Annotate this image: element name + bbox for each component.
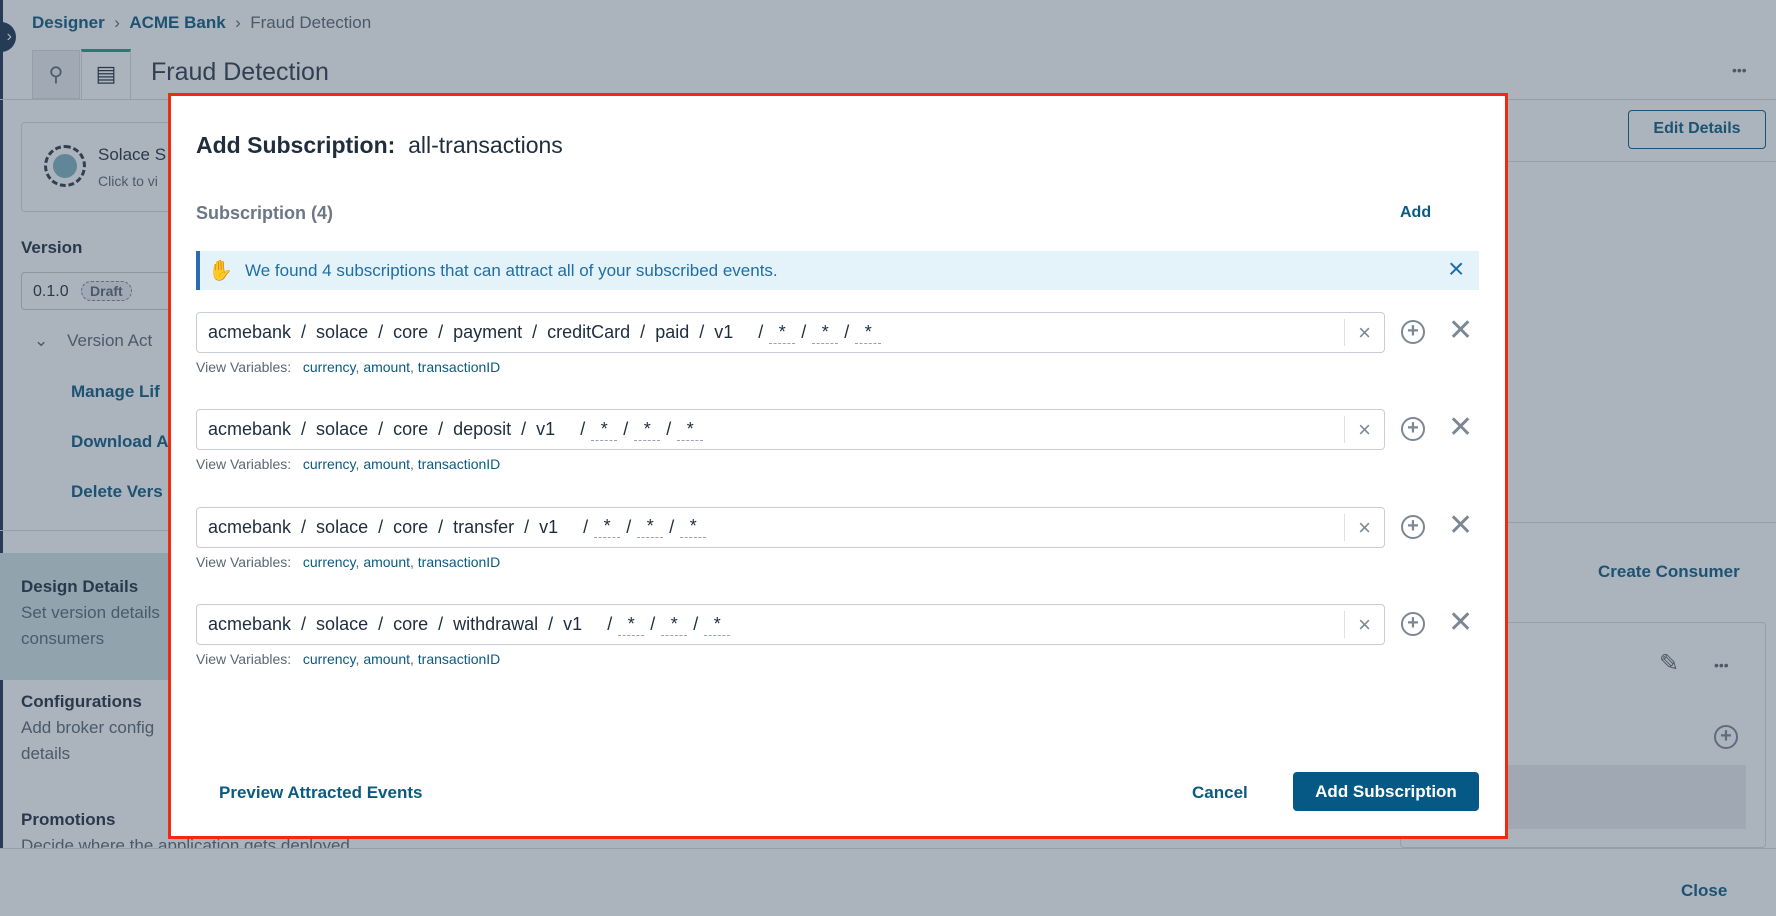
page-title: Fraud Detection [151, 58, 329, 86]
variable-link[interactable]: amount [363, 359, 411, 375]
solace-title: Solace S [98, 145, 167, 164]
add-subscription-dialog: Add Subscription: all-transactions Subsc… [168, 93, 1508, 839]
download-link[interactable]: Download A [71, 432, 169, 451]
footer-bar [0, 848, 1776, 916]
preview-attracted-events-link[interactable]: Preview Attracted Events [219, 783, 423, 802]
dismiss-banner-icon[interactable]: × [1448, 253, 1465, 284]
topic-variable-field[interactable]: * [769, 322, 796, 344]
tab-graph[interactable]: ⚲ [32, 50, 80, 99]
solace-subtitle: Click to vi [98, 173, 158, 189]
variable-link[interactable]: currency [302, 651, 356, 668]
remove-subscription-icon[interactable]: ✕ [1448, 508, 1474, 542]
clear-input-icon[interactable]: × [1344, 319, 1384, 346]
clear-input-icon[interactable]: × [1344, 611, 1384, 639]
add-circle-icon[interactable]: + [1401, 612, 1425, 637]
topic-variable-field[interactable]: * [677, 419, 704, 441]
add-link[interactable]: Add [1400, 204, 1432, 221]
expand-sidebar-button[interactable]: › [0, 22, 16, 52]
variable-link[interactable]: transactionID [417, 359, 501, 375]
section-promotions[interactable]: Promotions Decide where the application … [21, 810, 350, 848]
table-icon: ▤ [95, 61, 117, 86]
create-consumer-link[interactable]: Create Consumer [1598, 562, 1740, 581]
variable-link[interactable]: amount [363, 651, 411, 668]
view-variables: View Variables: currency, amount, transa… [196, 651, 501, 668]
solace-icon [44, 145, 86, 187]
subscription-topic-input[interactable]: acmebank / solace / core / transfer / v1… [196, 506, 1385, 548]
add-circle-icon[interactable]: + [1714, 725, 1738, 749]
dialog-title: Add Subscription: all-transactions [196, 132, 563, 158]
add-circle-icon[interactable]: + [1401, 320, 1425, 344]
remove-subscription-icon[interactable]: ✕ [1448, 314, 1474, 347]
variable-link[interactable]: transactionID [417, 651, 501, 668]
topic-variable-field[interactable]: * [661, 614, 688, 636]
hand-sparkle-icon: ✋ [208, 260, 233, 282]
manage-lifecycle-link[interactable]: Manage Lif [71, 382, 160, 401]
version-label: Version [21, 238, 83, 257]
topic-variable-field[interactable]: * [680, 516, 707, 539]
topic-variable-field[interactable]: * [812, 322, 839, 344]
subscription-topic-input[interactable]: acmebank / solace / core / deposit / v1 … [196, 409, 1385, 451]
add-circle-icon[interactable]: + [1401, 417, 1425, 442]
breadcrumb: Designer › ACME Bank › Fraud Detection [32, 13, 372, 32]
edit-pencil-icon[interactable]: ✎ [1659, 650, 1680, 677]
cancel-button[interactable]: Cancel [1192, 783, 1248, 802]
variable-link[interactable]: amount [363, 553, 411, 570]
variable-link[interactable]: currency [302, 456, 356, 473]
remove-subscription-icon[interactable]: ✕ [1448, 606, 1474, 640]
topic-variable-field[interactable]: * [591, 419, 618, 441]
add-circle-icon[interactable]: + [1401, 514, 1425, 539]
view-variables: View Variables: currency, amount, transa… [196, 553, 501, 570]
variable-link[interactable]: currency [302, 359, 356, 375]
view-variables: View Variables: currency, amount, transa… [196, 456, 501, 473]
breadcrumb-current: Fraud Detection [250, 13, 372, 32]
clear-input-icon[interactable]: × [1344, 416, 1384, 444]
section-configurations[interactable]: Configurations Add broker config details [21, 692, 155, 763]
more-options-icon[interactable]: ••• [1714, 657, 1729, 673]
edit-details-button[interactable]: Edit Details [1628, 110, 1766, 149]
version-value: 0.1.0 [33, 283, 69, 300]
delete-version-link[interactable]: Delete Vers [71, 482, 163, 501]
topic-variable-field[interactable]: * [704, 614, 731, 636]
topic-variable-field[interactable]: * [637, 516, 664, 539]
topic-variable-field[interactable]: * [618, 614, 645, 636]
variable-link[interactable]: transactionID [417, 456, 501, 473]
more-options-icon[interactable]: ••• [1732, 62, 1747, 78]
variable-link[interactable]: currency [302, 553, 356, 570]
view-variables: View Variables: currency, amount, transa… [196, 359, 501, 375]
close-button[interactable]: Close [1681, 881, 1728, 900]
subscription-topic-input[interactable]: acmebank / solace / core / payment / cre… [196, 312, 1385, 353]
remove-subscription-icon[interactable]: ✕ [1448, 411, 1474, 445]
banner-text: We found 4 subscriptions that can attrac… [245, 261, 778, 280]
topic-variable-field[interactable]: * [855, 322, 882, 344]
sidebar-edge [0, 0, 3, 916]
graph-icon: ⚲ [48, 64, 64, 86]
subscription-topic-input[interactable]: acmebank / solace / core / withdrawal / … [196, 604, 1385, 646]
chevron-down-icon: ⌄ [34, 331, 49, 350]
right-divider-1 [1500, 161, 1776, 162]
subscription-count-label: Subscription (4) [196, 203, 334, 223]
breadcrumb-designer[interactable]: Designer [32, 13, 105, 32]
breadcrumb-acme-bank[interactable]: ACME Bank [129, 13, 226, 32]
variable-link[interactable]: amount [363, 456, 411, 473]
draft-badge: Draft [81, 281, 132, 301]
suggestion-banner: ✋ We found 4 subscriptions that can attr… [196, 251, 1479, 290]
add-subscription-button[interactable]: Add Subscription [1293, 772, 1479, 811]
clear-input-icon[interactable]: × [1344, 513, 1384, 541]
tab-table[interactable]: ▤ [81, 49, 131, 100]
topic-variable-field[interactable]: * [634, 419, 661, 441]
topic-variable-field[interactable]: * [594, 516, 621, 539]
variable-link[interactable]: transactionID [417, 553, 501, 570]
version-actions-toggle[interactable]: ⌄ Version Act [34, 331, 153, 350]
